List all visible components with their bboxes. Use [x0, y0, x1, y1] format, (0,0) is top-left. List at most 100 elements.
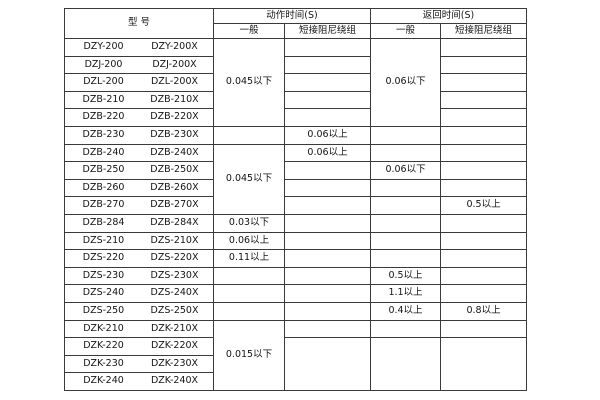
model-name: DZS-240: [82, 287, 125, 299]
model-name-x-variant: DZB-260X: [150, 181, 199, 193]
action-damping-header: 短接阻尼绕组: [283, 23, 372, 39]
table-row: DZB-220 DZB-220X: [64, 108, 528, 127]
model-name-pair: DZB-270 DZB-270X: [69, 199, 209, 211]
return-damping-cell: 0.8以上: [440, 301, 528, 321]
header-row-subcolumns: 一般 短接阻尼绕组 一般 短接阻尼绕组: [65, 23, 528, 39]
table-row: DZB-284 DZB-284X 0.03以下: [64, 213, 528, 233]
table-row: DZS-250 DZS-250X 0.4以上 0.8以上: [64, 301, 528, 321]
return-general-header: 一般: [370, 23, 442, 39]
action-damping-cell: 0.06以上: [283, 143, 372, 163]
action-damping-cell: [283, 90, 372, 110]
return-general-cell: [370, 337, 442, 391]
action-general-cell: 0.045以下: [213, 143, 285, 215]
table-row: DZS-240 DZS-240X 1.1以上: [64, 284, 528, 303]
model-name-pair: DZB-284 DZB-284X: [69, 217, 209, 228]
return-general-cell: 1.1以上: [370, 284, 442, 303]
action-general-header: 一般: [213, 23, 285, 39]
model-name-pair: DZY-200 DZY-200X: [69, 41, 209, 53]
model-name: DZB-260: [82, 181, 125, 193]
model-cell: DZS-220 DZS-220X: [64, 249, 214, 268]
model-name-pair: DZS-230 DZS-230X: [69, 269, 209, 281]
model-cell: DZS-250 DZS-250X: [64, 301, 214, 321]
model-name-x-variant: DZJ-200X: [152, 58, 197, 70]
return-general-cell: [370, 213, 442, 233]
action-damping-cell: [283, 337, 372, 391]
model-cell: DZY-200 DZY-200X: [64, 38, 214, 57]
return-damping-cell: [440, 125, 528, 145]
model-name: DZK-210: [83, 322, 124, 334]
spec-table-header: 型 号 动作时间(S) 返回时间(S) 一般 短接阻尼绕组 一般 短接阻尼绕组: [64, 8, 528, 39]
return-damping-cell: [440, 73, 528, 92]
table-row: DZK-210 DZK-210X 0.015以下: [64, 319, 528, 391]
table-row: DZJ-200 DZJ-200X: [64, 55, 528, 75]
return-general-cell: [370, 319, 442, 339]
action-general-cell: [213, 301, 285, 321]
action-damping-cell: [283, 196, 372, 215]
model-column-header: 型 号: [64, 8, 214, 39]
model-name-pair: DZB-230 DZB-230X: [69, 129, 209, 141]
model-name-pair: DZB-250 DZB-250X: [69, 164, 209, 176]
model-cell: DZB-220 DZB-220X: [64, 108, 214, 127]
model-name-x-variant: DZB-240X: [150, 146, 199, 158]
model-name: DZJ-200: [84, 58, 123, 70]
model-name-pair: DZB-210 DZB-210X: [69, 93, 209, 105]
return-general-cell: [370, 231, 442, 251]
return-damping-cell: [440, 231, 528, 251]
model-name-x-variant: DZS-250X: [150, 304, 199, 316]
return-damping-cell: [440, 266, 528, 286]
model-name-x-variant: DZK-210X: [150, 322, 199, 334]
model-name-pair: DZK-240 DZK-240X: [69, 375, 209, 386]
model-name: DZB-240: [82, 146, 125, 158]
model-name-pair: DZB-220 DZB-220X: [69, 111, 209, 122]
model-cell: DZS-240 DZS-240X: [64, 284, 214, 303]
model-name: DZY-200: [83, 41, 124, 53]
table-row: DZB-250 DZB-250X 0.06以下: [64, 161, 528, 180]
model-name: DZB-230: [82, 129, 125, 141]
table-row: DZB-210 DZB-210X: [64, 90, 528, 110]
return-time-header: 返回时间(S): [370, 8, 528, 24]
action-damping-cell: 0.06以上: [283, 125, 372, 145]
action-damping-cell: [283, 301, 372, 321]
table-row: DZB-230 DZB-230X 0.06以上: [64, 125, 528, 145]
return-general-cell: 0.4以上: [370, 301, 442, 321]
return-damping-cell: [440, 319, 528, 339]
action-damping-cell: [283, 231, 372, 251]
return-damping-cell: [440, 143, 528, 163]
return-damping-header: 短接阻尼绕组: [440, 23, 528, 39]
action-damping-cell: [283, 319, 372, 339]
return-damping-cell: [440, 38, 528, 57]
model-cell: DZS-230 DZS-230X: [64, 266, 214, 286]
table-row: DZK-240 DZK-240X: [64, 372, 527, 391]
model-name-x-variant: DZB-210X: [150, 93, 199, 105]
spec-table-container: 型 号 动作时间(S) 返回时间(S) 一般 短接阻尼绕组 一般 短接阻尼绕组 …: [64, 8, 528, 391]
action-damping-cell: [283, 178, 372, 198]
model-name-pair: DZK-210 DZK-210X: [69, 322, 209, 334]
return-general-cell: 0.06以下: [370, 161, 442, 180]
model-name-x-variant: DZB-270X: [150, 199, 199, 211]
model-cell: DZK-240 DZK-240X: [64, 372, 214, 391]
model-cell: DZS-210 DZS-210X: [64, 231, 214, 251]
model-cell: DZB-210 DZB-210X: [64, 90, 214, 110]
action-damping-cell: [283, 108, 372, 127]
model-name-pair: DZS-220 DZS-220X: [69, 252, 209, 263]
model-cell: DZL-200 DZL-200X: [64, 73, 214, 92]
action-damping-cell: [283, 213, 372, 233]
model-name-x-variant: DZS-230X: [150, 269, 199, 281]
model-cell: DZB-284 DZB-284X: [64, 213, 214, 233]
model-name: DZS-210: [82, 234, 125, 246]
return-damping-cell: [440, 213, 528, 233]
action-damping-cell: [283, 55, 372, 75]
model-cell: DZB-260 DZB-260X: [64, 178, 214, 198]
model-cell: DZK-210 DZK-210X: [64, 319, 214, 339]
return-damping-cell: 0.5以上: [440, 196, 528, 215]
action-damping-cell: [283, 284, 372, 303]
model-name: DZK-220: [83, 340, 124, 352]
model-name-pair: DZK-230 DZK-230X: [69, 358, 209, 369]
model-name: DZB-250: [82, 164, 125, 176]
return-damping-cell: [440, 108, 528, 127]
model-name-x-variant: DZS-240X: [150, 287, 199, 299]
model-name-pair: DZS-210 DZS-210X: [69, 234, 209, 246]
model-name: DZS-250: [82, 304, 125, 316]
model-name: DZS-230: [82, 269, 125, 281]
model-name-x-variant: DZY-200X: [151, 41, 198, 53]
